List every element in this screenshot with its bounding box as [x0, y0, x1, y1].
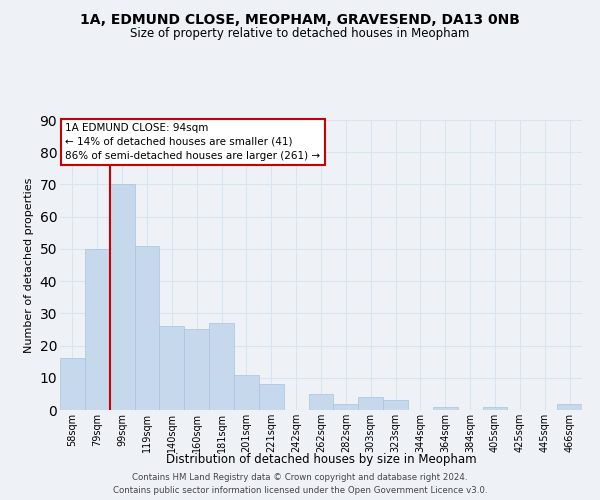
Text: Contains HM Land Registry data © Crown copyright and database right 2024.
Contai: Contains HM Land Registry data © Crown c… — [113, 474, 487, 495]
Bar — [184, 330, 209, 410]
Bar — [433, 407, 458, 410]
Text: Size of property relative to detached houses in Meopham: Size of property relative to detached ho… — [130, 28, 470, 40]
Bar — [60, 358, 85, 410]
Bar — [209, 323, 234, 410]
Bar — [134, 246, 160, 410]
Bar — [334, 404, 358, 410]
Bar — [308, 394, 334, 410]
Bar — [85, 249, 110, 410]
Bar — [259, 384, 284, 410]
Bar — [383, 400, 408, 410]
Y-axis label: Number of detached properties: Number of detached properties — [24, 178, 34, 352]
Text: Distribution of detached houses by size in Meopham: Distribution of detached houses by size … — [166, 452, 476, 466]
Bar — [557, 404, 582, 410]
Bar — [482, 407, 508, 410]
Bar — [160, 326, 184, 410]
Text: 1A EDMUND CLOSE: 94sqm
← 14% of detached houses are smaller (41)
86% of semi-det: 1A EDMUND CLOSE: 94sqm ← 14% of detached… — [65, 123, 320, 161]
Bar — [234, 374, 259, 410]
Bar — [358, 397, 383, 410]
Text: 1A, EDMUND CLOSE, MEOPHAM, GRAVESEND, DA13 0NB: 1A, EDMUND CLOSE, MEOPHAM, GRAVESEND, DA… — [80, 12, 520, 26]
Bar — [110, 184, 134, 410]
